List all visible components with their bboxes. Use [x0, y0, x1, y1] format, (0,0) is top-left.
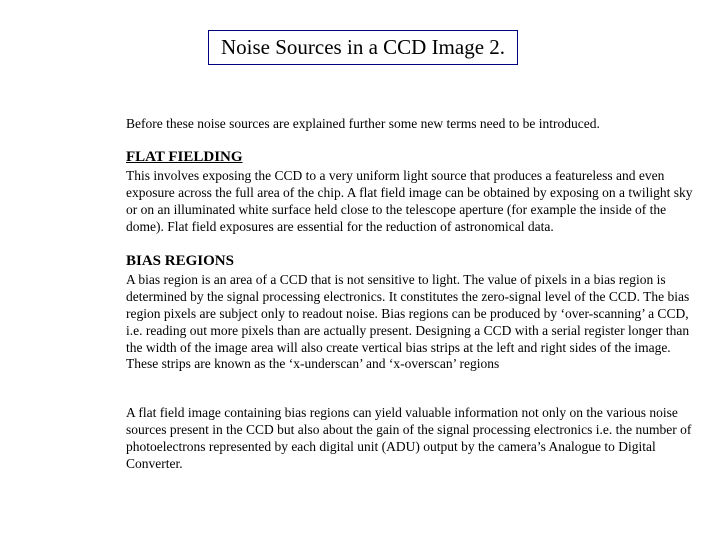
- slide-title: Noise Sources in a CCD Image 2.: [221, 35, 505, 59]
- flat-fielding-heading: FLAT FIELDING: [126, 149, 243, 166]
- bias-regions-heading: BIAS REGIONS: [126, 253, 234, 270]
- closing-paragraph: A flat field image containing bias regio…: [126, 405, 696, 473]
- bias-regions-body: A bias region is an area of a CCD that i…: [126, 272, 696, 373]
- slide-title-box: Noise Sources in a CCD Image 2.: [208, 30, 518, 65]
- intro-text: Before these noise sources are explained…: [126, 116, 600, 132]
- flat-fielding-body: This involves exposing the CCD to a very…: [126, 168, 696, 236]
